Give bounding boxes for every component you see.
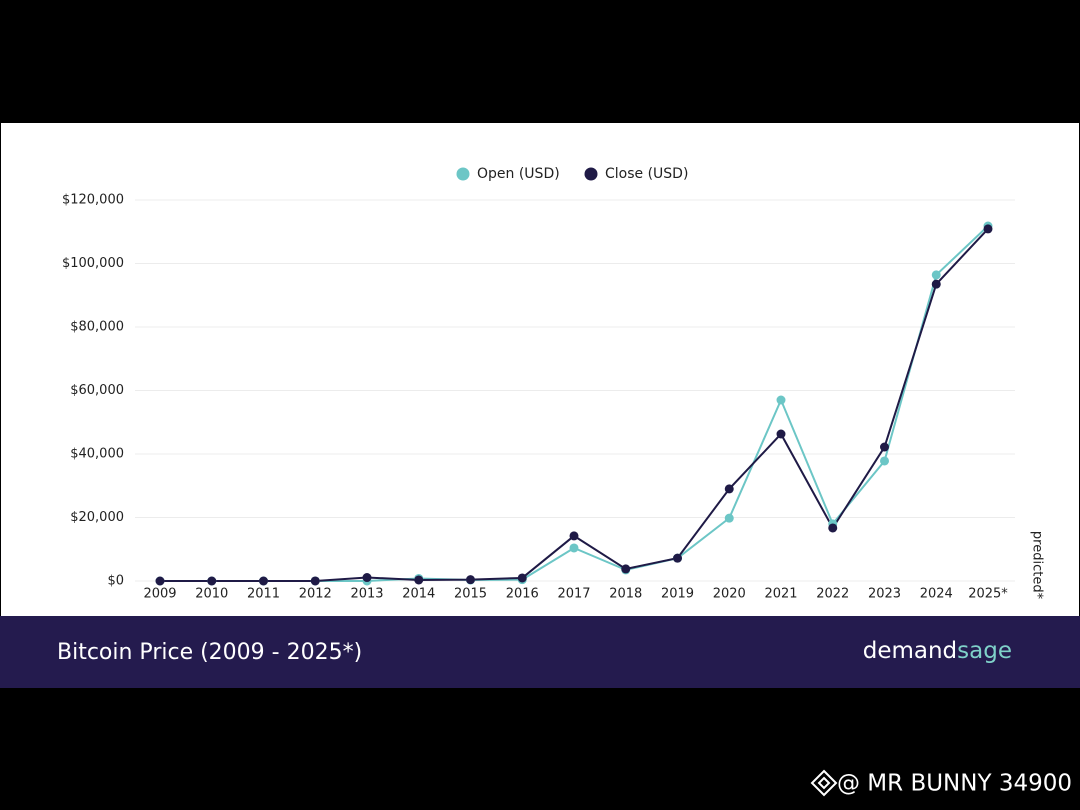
watermark: @ MR BUNNY 34900 [837, 771, 1072, 797]
y-tick-label: $20,000 [70, 510, 124, 525]
data-point [931, 279, 941, 289]
y-tick-label: $0 [107, 574, 124, 589]
plot-panel [1, 123, 1079, 616]
data-point [259, 576, 268, 586]
data-point [983, 224, 993, 234]
annotation: predicted* [1030, 531, 1045, 600]
data-point [414, 575, 424, 585]
data-point [310, 576, 320, 586]
data-point [466, 575, 475, 585]
data-point [724, 513, 734, 523]
y-tick-label: $60,000 [70, 383, 124, 398]
data-point [828, 523, 838, 533]
logo: demandsage [863, 638, 1012, 664]
data-point [776, 429, 786, 439]
x-tick-label: 2018 [609, 587, 642, 602]
y-tick-label: $40,000 [70, 447, 124, 462]
watermark-icon [810, 769, 838, 797]
data-point [569, 531, 579, 541]
x-tick-label: 2025* [968, 587, 1008, 602]
data-point [776, 395, 786, 405]
x-tick-label: 2019 [661, 587, 694, 602]
data-point [880, 442, 889, 452]
x-tick-label: 2009 [143, 587, 176, 602]
data-point [673, 553, 682, 563]
data-point [569, 543, 579, 553]
footer-bar [0, 616, 1080, 688]
x-tick-label: 2010 [195, 587, 228, 602]
x-tick-label: 2011 [247, 587, 280, 602]
data-point [362, 573, 372, 583]
x-tick-label: 2013 [350, 587, 383, 602]
y-tick-label: $120,000 [62, 193, 124, 208]
x-tick-label: 2022 [816, 587, 849, 602]
x-tick-label: 2017 [557, 587, 590, 602]
x-tick-label: 2015 [454, 587, 487, 602]
data-point [155, 576, 165, 586]
y-tick-label: $100,000 [62, 256, 124, 271]
data-point [621, 564, 631, 574]
x-tick-label: 2021 [764, 587, 797, 602]
x-tick-label: 2020 [713, 587, 746, 602]
data-point [880, 456, 889, 466]
legend-label: Open (USD) [477, 166, 560, 182]
legend-marker [456, 167, 470, 181]
x-tick-label: 2014 [402, 587, 435, 602]
x-tick-label: 2012 [299, 587, 332, 602]
x-tick-label: 2024 [920, 587, 953, 602]
data-point [931, 270, 941, 280]
logo-part: sage [957, 638, 1012, 664]
data-point [207, 576, 217, 586]
data-point [517, 573, 527, 583]
logo-part: demand [863, 638, 957, 664]
legend-marker [584, 167, 598, 181]
legend-label: Close (USD) [605, 166, 688, 182]
y-tick-label: $80,000 [70, 320, 124, 335]
x-tick-label: 2023 [868, 587, 901, 602]
x-tick-label: 2016 [506, 587, 539, 602]
chart-title: Bitcoin Price (2009 - 2025*) [57, 640, 362, 665]
data-point [724, 484, 734, 494]
